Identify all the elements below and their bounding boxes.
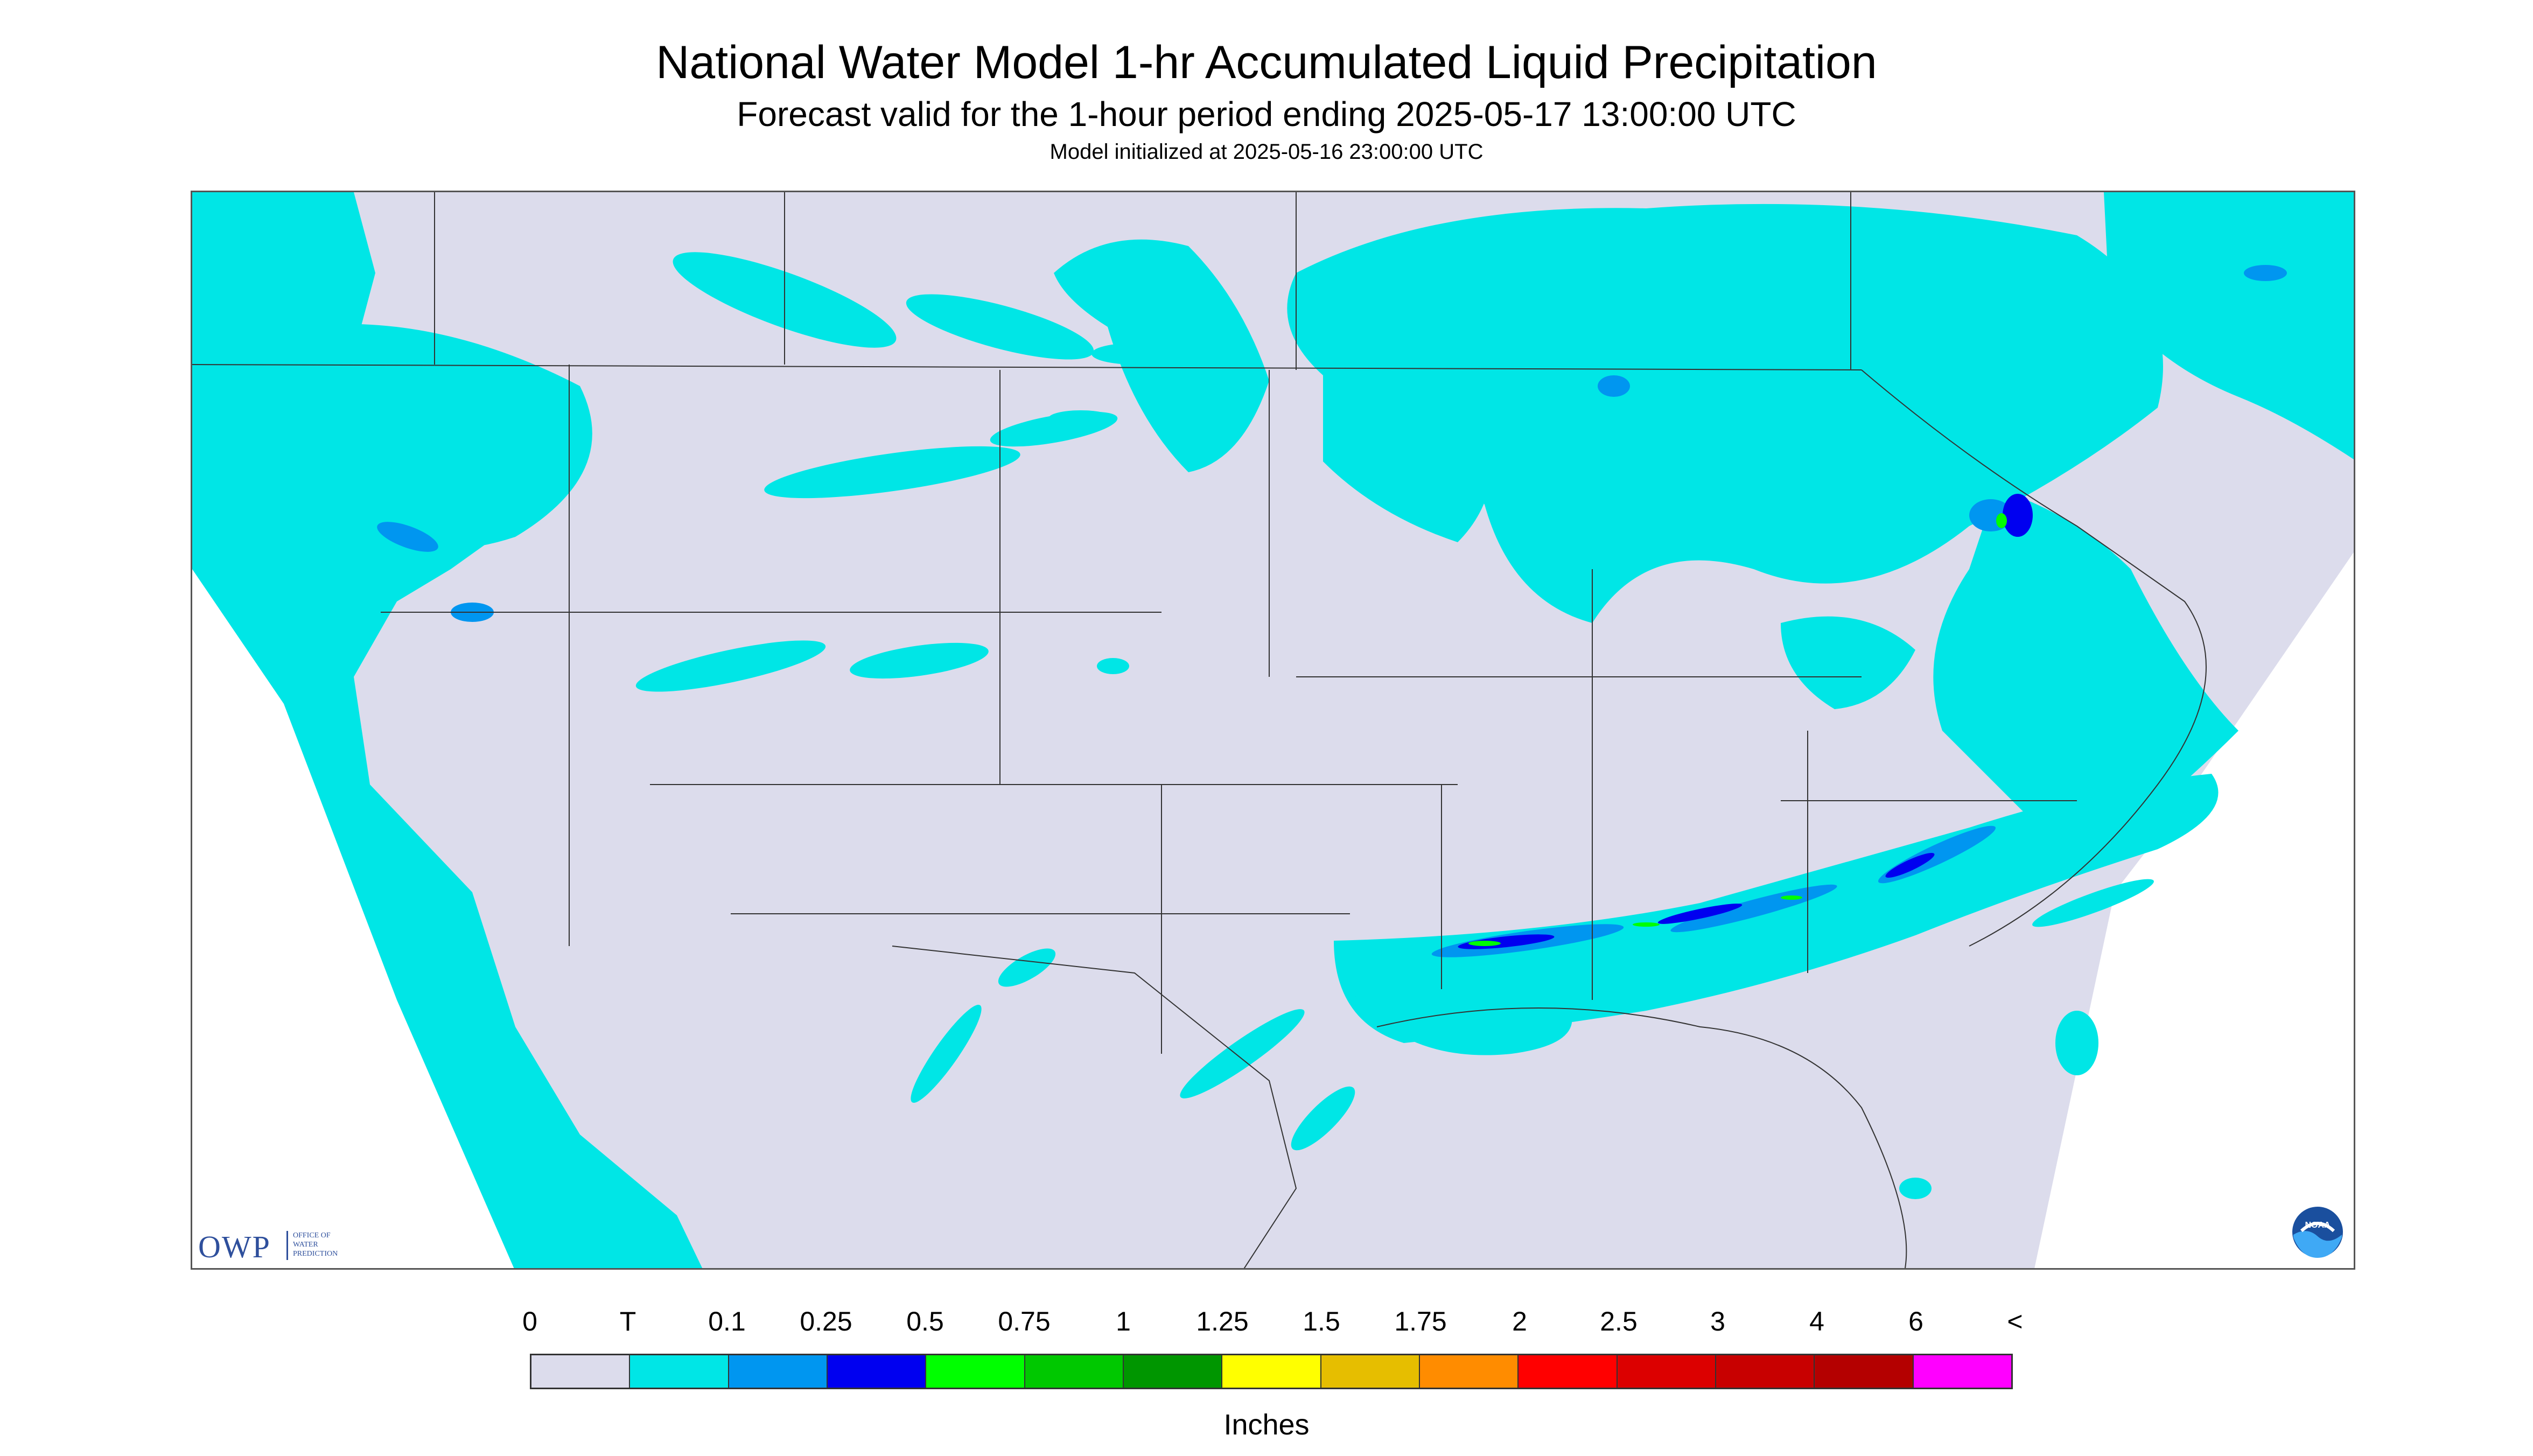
owp-divider — [286, 1231, 288, 1260]
legend-label: 2.5 — [1600, 1306, 1638, 1336]
map-canvas — [192, 192, 2354, 1268]
owp-line-3: PREDICTION — [293, 1250, 338, 1258]
legend-swatch — [1519, 1355, 1618, 1388]
legend-label: 0.25 — [800, 1306, 852, 1336]
owp-line-1: OFFICE OF — [293, 1231, 331, 1240]
map-title: National Water Model 1-hr Accumulated Li… — [656, 37, 1877, 88]
color-scale-bar — [530, 1354, 2013, 1389]
legend-swatch — [729, 1355, 828, 1388]
owp-acronym: OWP — [198, 1229, 271, 1264]
legend-label: 1.5 — [1303, 1306, 1340, 1336]
legend-swatch — [1222, 1355, 1321, 1388]
legend-label: < — [2007, 1306, 2023, 1336]
legend-labels: 0 T 0.1 0.25 0.5 0.75 1 1.25 1.5 1.75 2 … — [0, 1305, 2533, 1338]
legend-label: 1.25 — [1196, 1306, 1249, 1336]
legend-label: 3 — [1710, 1306, 1725, 1336]
legend-label: 0.75 — [998, 1306, 1051, 1336]
legend-swatch — [1913, 1355, 2011, 1388]
legend-label: 2 — [1512, 1306, 1527, 1336]
noaa-logo: NOAA — [2291, 1205, 2345, 1259]
precipitation-map — [191, 191, 2355, 1270]
legend-swatch — [1025, 1355, 1124, 1388]
legend-label: T — [619, 1306, 636, 1336]
model-init-time: Model initialized at 2025-05-16 23:00:00… — [1049, 140, 1484, 164]
forecast-valid-subtitle: Forecast valid for the 1-hour period end… — [737, 95, 1796, 134]
legend-swatch — [1321, 1355, 1420, 1388]
legend-swatch — [1123, 1355, 1223, 1388]
owp-full-name: OFFICE OF WATER PREDICTION — [293, 1231, 368, 1258]
legend-units: Inches — [1223, 1409, 1310, 1441]
legend-label: 1.75 — [1394, 1306, 1447, 1336]
legend-swatch — [531, 1355, 631, 1388]
legend-swatch — [827, 1355, 927, 1388]
legend-label: 0.1 — [708, 1306, 746, 1336]
legend-swatch — [1815, 1355, 1914, 1388]
owp-line-2: WATER — [293, 1241, 318, 1249]
legend-label: 0 — [522, 1306, 537, 1336]
heavy-precip-areas — [1468, 513, 2007, 946]
legend-label: 6 — [1908, 1306, 1923, 1336]
legend-swatch — [1617, 1355, 1716, 1388]
legend-swatch — [1716, 1355, 1815, 1388]
trace-precip-areas — [192, 192, 2354, 1268]
legend-swatch — [926, 1355, 1025, 1388]
legend-swatch — [630, 1355, 729, 1388]
legend-label: 1 — [1116, 1306, 1131, 1336]
legend-label: 0.5 — [906, 1306, 944, 1336]
noaa-logo-text: NOAA — [2305, 1221, 2331, 1230]
legend-swatch — [1419, 1355, 1519, 1388]
legend-label: 4 — [1809, 1306, 1824, 1336]
owp-logo: OWP OFFICE OF WATER PREDICTION — [198, 1227, 370, 1264]
state-boundaries — [192, 192, 2207, 1268]
noaa-emblem-icon: NOAA — [2291, 1206, 2344, 1258]
